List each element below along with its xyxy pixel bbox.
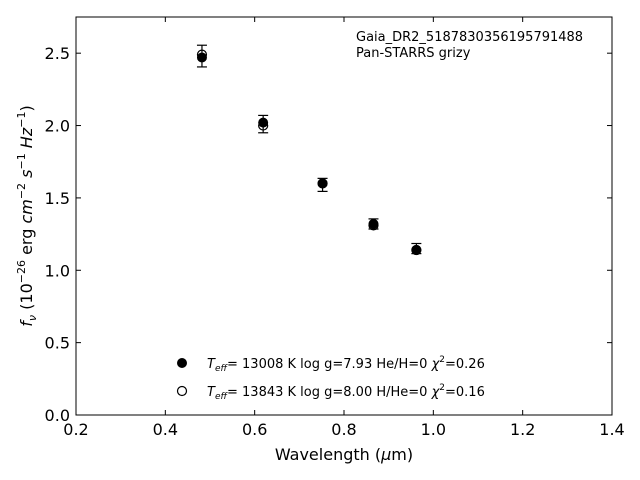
x-axis-label: Wavelength (μm) xyxy=(275,445,413,464)
legend-entry-2-text: = 13843 K log g=8.00 H/He=0 xyxy=(227,385,432,400)
y-axis-label: fν (10−26 erg cm−2 s−1 Hz−1) xyxy=(15,105,39,326)
y-tick-label: 0.5 xyxy=(45,334,70,353)
legend-entry-1-text: = 13008 K log g=7.93 He/H=0 xyxy=(227,357,432,372)
model-point-open xyxy=(411,244,422,256)
y-tick-label: 2.5 xyxy=(45,44,70,63)
legend-entry-1-chi: =0.26 xyxy=(445,357,485,372)
y-tick-label: 0.0 xyxy=(45,406,70,425)
legend-marker-filled xyxy=(177,358,187,368)
model-point-open xyxy=(317,178,328,189)
model-point-open xyxy=(196,49,208,60)
x-tick-label: 0.2 xyxy=(63,420,88,439)
annotation-line-2: Pan-STARRS grizy xyxy=(356,46,471,61)
model-point-filled xyxy=(196,52,207,63)
x-tick-label: 1.0 xyxy=(421,420,446,439)
x-tick-label: 1.4 xyxy=(599,420,624,439)
model-point-filled xyxy=(258,117,269,128)
annotation-line-1: Gaia_DR2_5187830356195791488 xyxy=(356,30,583,45)
y-tick-label: 1.5 xyxy=(45,189,70,208)
legend: Teff= 13008 K log g=7.93 He/H=0 χ2=0.26 … xyxy=(176,355,485,402)
x-tick-label: 0.4 xyxy=(153,420,178,439)
x-tick-label: 0.6 xyxy=(242,420,267,439)
axis-ticks: 0.2 0.4 0.6 0.8 1.0 1.2 1.4 0.0 0.5 1.0 1.5 2.0 2.5 xyxy=(45,17,625,439)
data-marks xyxy=(196,44,422,256)
x-axis-label-prefix: Wavelength ( xyxy=(275,445,381,464)
x-axis-label-greek: μ xyxy=(380,445,391,464)
model-point-open xyxy=(368,220,379,231)
y-tick-label: 1.0 xyxy=(45,261,70,280)
x-axis-label-suffix: m) xyxy=(391,445,413,464)
model-point-open xyxy=(258,120,269,131)
x-tick-label: 0.8 xyxy=(331,420,356,439)
legend-entry-2: Teff= 13843 K log g=8.00 H/He=0 χ2=0.16 xyxy=(207,383,485,402)
x-tick-label: 1.2 xyxy=(510,420,535,439)
y-tick-label: 2.0 xyxy=(45,117,70,136)
legend-entry-2-chi: =0.16 xyxy=(445,385,485,400)
legend-marker-open xyxy=(176,385,188,397)
legend-entry-1: Teff= 13008 K log g=7.93 He/H=0 χ2=0.26 xyxy=(207,355,485,374)
